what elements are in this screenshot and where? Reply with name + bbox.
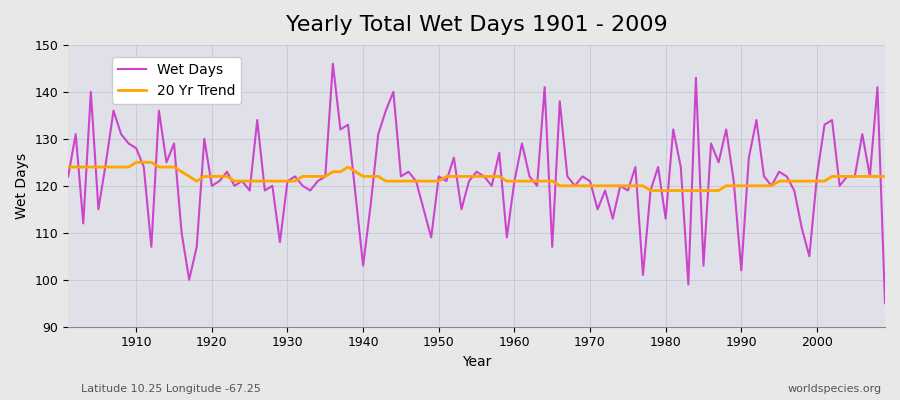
20 Yr Trend <box>517 179 527 184</box>
Text: worldspecies.org: worldspecies.org <box>788 384 882 394</box>
Wet Days <box>328 61 338 66</box>
20 Yr Trend <box>509 179 520 184</box>
Wet Days <box>63 174 74 179</box>
20 Yr Trend <box>130 160 141 165</box>
20 Yr Trend <box>645 188 656 193</box>
Title: Yearly Total Wet Days 1901 - 2009: Yearly Total Wet Days 1901 - 2009 <box>285 15 668 35</box>
Y-axis label: Wet Days: Wet Days <box>15 153 29 219</box>
20 Yr Trend <box>297 174 308 179</box>
Wet Days <box>509 179 520 184</box>
Wet Days <box>290 174 301 179</box>
X-axis label: Year: Year <box>462 355 491 369</box>
Wet Days <box>343 122 354 127</box>
20 Yr Trend <box>343 165 354 170</box>
Wet Days <box>608 216 618 221</box>
20 Yr Trend <box>608 184 618 188</box>
Wet Days <box>879 301 890 306</box>
Legend: Wet Days, 20 Yr Trend: Wet Days, 20 Yr Trend <box>112 58 241 104</box>
Line: Wet Days: Wet Days <box>68 64 885 303</box>
20 Yr Trend <box>879 174 890 179</box>
Line: 20 Yr Trend: 20 Yr Trend <box>68 162 885 190</box>
20 Yr Trend <box>123 165 134 170</box>
Wet Days <box>123 141 134 146</box>
Text: Latitude 10.25 Longitude -67.25: Latitude 10.25 Longitude -67.25 <box>81 384 261 394</box>
20 Yr Trend <box>63 165 74 170</box>
Wet Days <box>517 141 527 146</box>
